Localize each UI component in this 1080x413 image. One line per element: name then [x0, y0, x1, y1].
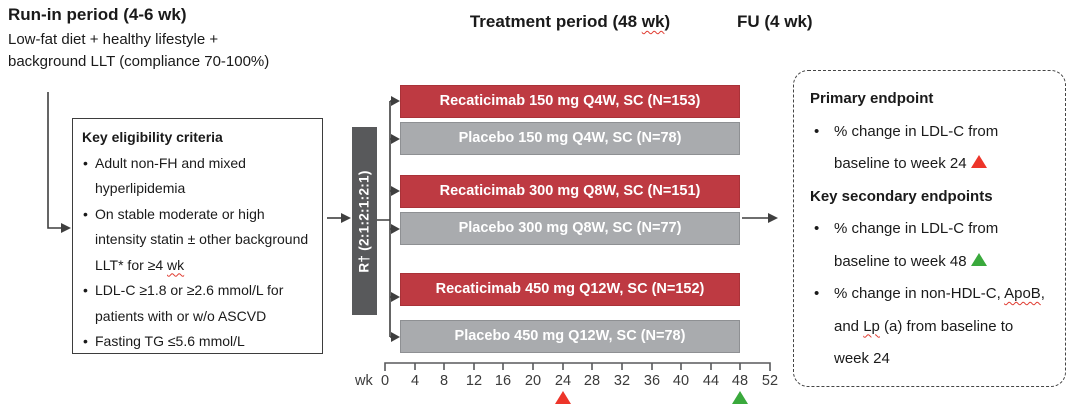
run-in-desc-line2: background LLT (compliance 70-100%) [8, 53, 270, 70]
eligibility-bullet-3: LDL-C ≥1.8 or ≥2.6 mmol/L for patients w… [82, 278, 313, 329]
secondary-endpoint-2-lp: Lp [863, 317, 880, 335]
green-triangle-icon [970, 252, 987, 266]
tick-label-36: 36 [643, 373, 661, 389]
eligibility-box: Key eligibility criteria Adult non-FH an… [72, 118, 323, 354]
week-axis-line [384, 362, 771, 371]
fu-arrowhead [768, 213, 778, 223]
arm-placebo-300: Placebo 300 mg Q8W, SC (N=77) [400, 212, 740, 245]
branch-arrowhead-3 [391, 186, 400, 196]
week48-green-triangle-marker [732, 391, 748, 404]
tick-label-28: 28 [583, 373, 601, 389]
tick-label-32: 32 [613, 373, 631, 389]
primary-endpoint-title: Primary endpoint [810, 90, 934, 107]
follow-up-title: FU (4 wk) [737, 12, 813, 31]
secondary-endpoint-2-seg1: % change in non-HDL-C, [834, 285, 1005, 302]
arm-placebo-450: Placebo 450 mg Q12W, SC (N=78) [400, 320, 740, 353]
run-in-desc-line1: Low-fat diet + healthy lifestyle + [8, 31, 219, 48]
randomization-spine [377, 101, 391, 337]
secondary-endpoint-2-seg2: , and [834, 285, 1045, 335]
week-axis-ticks [414, 363, 741, 370]
branch-arrowhead-1 [391, 96, 400, 106]
eligibility-bullet-2: On stable moderate or high intensity sta… [82, 202, 313, 279]
primary-endpoint-bullet: % change in LDL-C from baseline to week … [810, 116, 1051, 181]
tick-label-44: 44 [702, 373, 720, 389]
run-in-arrowhead [61, 223, 71, 233]
eligibility-bullet-4: Fasting TG ≤5.6 mmol/L [82, 329, 313, 355]
week24-red-triangle-marker [555, 391, 571, 404]
secondary-endpoint-2-seg3: (a) from baseline to week 24 [834, 317, 1014, 368]
secondary-endpoint-bullet-1: % change in LDL-C from baseline to week … [810, 213, 1051, 278]
arm-placebo-150: Placebo 150 mg Q4W, SC (N=78) [400, 122, 740, 155]
tick-label-16: 16 [494, 373, 512, 389]
tick-label-40: 40 [672, 373, 690, 389]
randomization-label: R† (2:1:2:1:2:1) [357, 169, 373, 273]
secondary-endpoint-bullet-2: % change in non-HDL-C, ApoB, and Lp (a) … [810, 278, 1051, 376]
treatment-title-prefix: Treatment period (48 [469, 12, 642, 31]
branch-arrowhead-6 [391, 332, 400, 342]
eligibility-bullet-2-wk: wk [167, 256, 185, 273]
arm-recaticimab-450: Recaticimab 450 mg Q12W, SC (N=152) [400, 273, 740, 306]
run-in-description: Low-fat diet + healthy lifestyle + backg… [8, 29, 269, 73]
treatment-title-wk: wk [641, 12, 665, 31]
branch-arrowhead-5 [391, 292, 400, 302]
axis-unit-label: wk [355, 373, 373, 389]
eligibility-bullet-1: Adult non-FH and mixed hyperlipidemia [82, 151, 313, 202]
eligibility-arrowhead [341, 213, 351, 223]
tick-label-48: 48 [731, 373, 749, 389]
randomization-bar: R† (2:1:2:1:2:1) [352, 127, 377, 315]
treatment-period-title: Treatment period (48 wk) [400, 12, 740, 32]
tick-label-0: 0 [380, 373, 390, 389]
tick-label-4: 4 [410, 373, 420, 389]
red-triangle-icon [970, 155, 987, 168]
endpoints-box: Primary endpoint % change in LDL-C from … [793, 70, 1066, 387]
arm-recaticimab-150: Recaticimab 150 mg Q4W, SC (N=153) [400, 85, 740, 118]
tick-label-20: 20 [524, 373, 542, 389]
branch-arrowhead-4 [391, 224, 400, 234]
arm-recaticimab-300: Recaticimab 300 mg Q8W, SC (N=151) [400, 175, 740, 208]
tick-label-52: 52 [761, 373, 779, 389]
run-in-elbow-arrow [47, 92, 62, 229]
tick-label-8: 8 [439, 373, 449, 389]
secondary-endpoints-title: Key secondary endpoints [810, 187, 993, 205]
eligibility-bullet-2-text: On stable moderate or high intensity sta… [95, 205, 309, 273]
eligibility-title: Key eligibility criteria [82, 129, 223, 145]
tick-label-12: 12 [465, 373, 483, 389]
branch-lines [390, 100, 392, 338]
run-in-period-block: Run-in period (4-6 wk) Low-fat diet + he… [8, 5, 269, 73]
treatment-title-suffix: ) [664, 12, 671, 31]
primary-endpoint-text: % change in LDL-C from baseline to week … [834, 122, 999, 173]
tick-label-24: 24 [554, 373, 572, 389]
secondary-endpoint-2-apob: ApoB [1004, 285, 1041, 302]
branch-arrowhead-2 [391, 134, 400, 144]
secondary-endpoint-1-text: % change in LDL-C from baseline to week … [834, 220, 999, 270]
run-in-title: Run-in period (4-6 wk) [8, 5, 187, 24]
